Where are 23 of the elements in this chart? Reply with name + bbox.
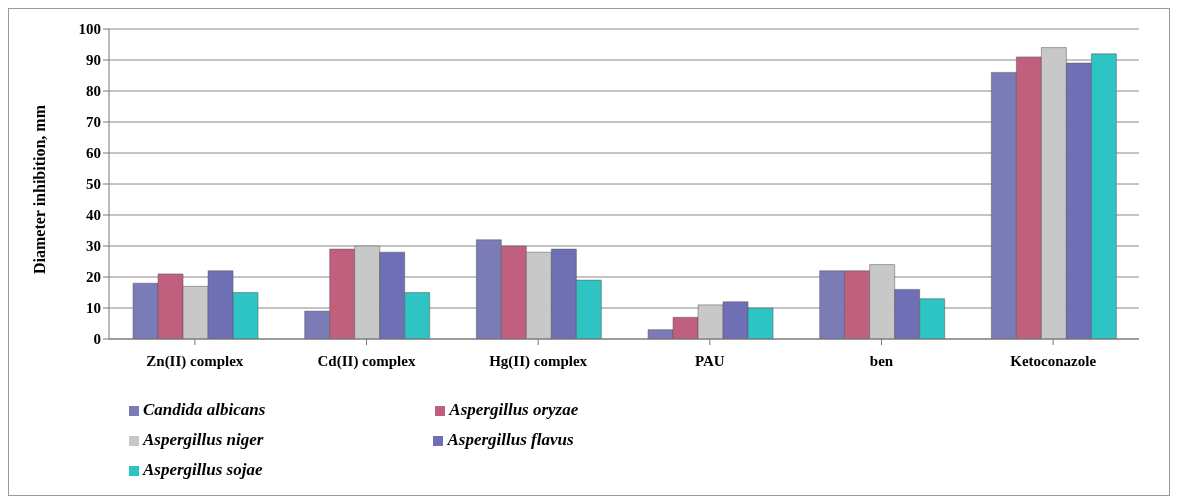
- x-tick-label: Cd(II) complex: [317, 352, 416, 370]
- y-tick-label: 80: [86, 83, 101, 100]
- x-tick-label: Zn(II) complex: [146, 352, 244, 370]
- y-tick-label: 50: [86, 176, 101, 193]
- y-tick-label: 90: [86, 52, 101, 69]
- legend-label: Candida albicans: [143, 400, 266, 419]
- y-tick-label: 40: [86, 207, 101, 224]
- y-tick-label: 10: [86, 300, 101, 317]
- legend-label: Aspergillus sojae: [143, 460, 263, 479]
- y-tick-label: 0: [93, 331, 101, 348]
- legend-label: Aspergillus oryzae: [449, 400, 579, 419]
- y-tick-label: 100: [78, 21, 101, 38]
- x-tick-label: ben: [869, 352, 894, 369]
- x-tick-label: PAU: [694, 352, 725, 369]
- y-tick-label: 20: [86, 269, 101, 286]
- x-tick-label: Ketoconazole: [1010, 352, 1097, 369]
- legend-label: Aspergillus flavus: [447, 430, 574, 449]
- y-tick-label: 70: [86, 114, 101, 131]
- x-tick-label: Hg(II) complex: [489, 352, 588, 370]
- y-tick-label: 60: [86, 145, 101, 162]
- legend-label: Aspergillus niger: [143, 430, 264, 449]
- y-tick-label: 30: [86, 238, 101, 255]
- y-axis-title: Diameter inhibition, mm: [30, 104, 48, 274]
